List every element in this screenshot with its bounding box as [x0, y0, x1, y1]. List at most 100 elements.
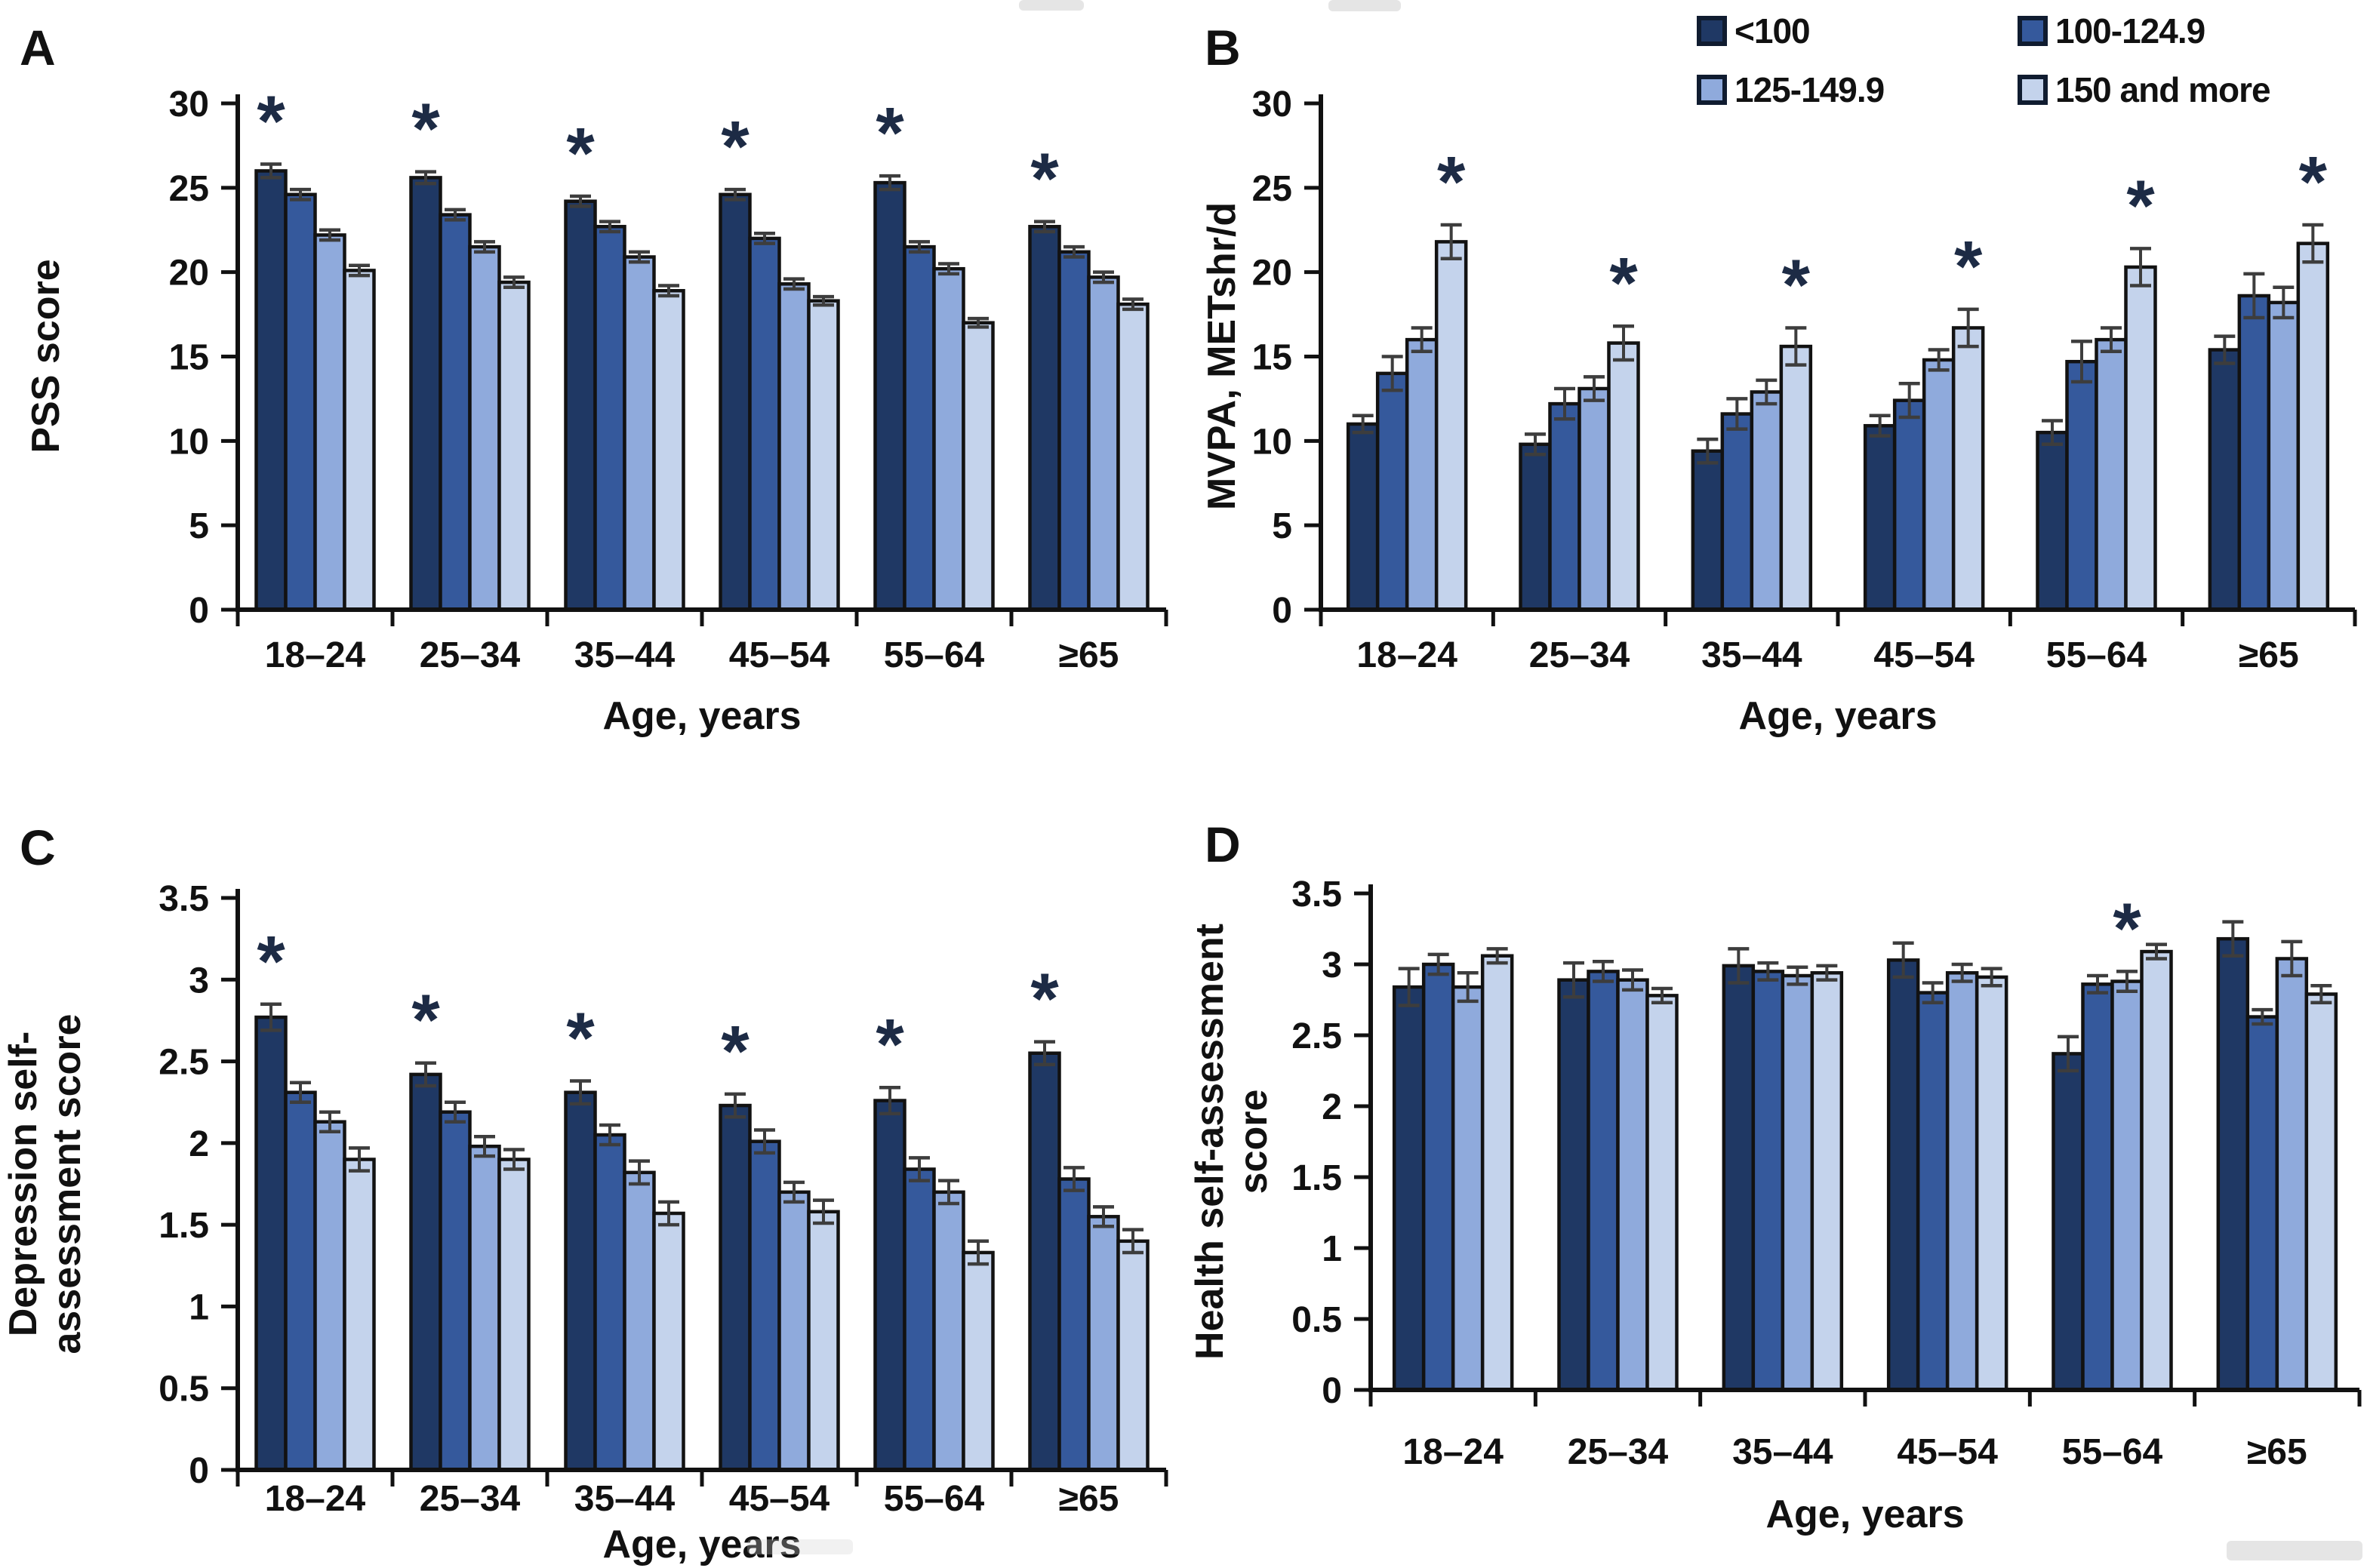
bar — [1577, 386, 1611, 612]
bar — [497, 280, 531, 612]
panel-a-chart: 0 5 10 15 20 25 30 18–24 25–34 35–44 45–54 55–64 ≥65… — [20, 20, 1168, 738]
x-category-label: 55–64 — [2046, 635, 2147, 675]
x-category-label: 18–24 — [1402, 1432, 1504, 1472]
bar — [439, 1110, 472, 1472]
y-axis-title: score — [1232, 1090, 1276, 1194]
y-axis-title: PSS score — [24, 259, 68, 453]
bar — [1434, 240, 1468, 612]
bar — [1116, 302, 1150, 612]
significance-asterisk: * — [721, 1011, 749, 1092]
bar — [1028, 1051, 1061, 1472]
bar — [1810, 971, 1844, 1392]
bar — [719, 1103, 752, 1472]
significance-asterisk: * — [1030, 959, 1059, 1040]
x-axis-title: Age, years — [1738, 694, 1937, 738]
significance-asterisk: * — [1437, 142, 1466, 223]
y-axis-title: assessment score — [45, 1014, 89, 1354]
bar — [1548, 401, 1581, 612]
legend-item: 100-124.9 — [2018, 11, 2361, 51]
x-category-label: 55–64 — [2062, 1432, 2163, 1472]
bar — [409, 1072, 442, 1472]
y-tick-label: 10 — [1252, 422, 1292, 462]
significance-asterisk: * — [1782, 244, 1811, 325]
bar — [1375, 371, 1409, 612]
bar — [1116, 1239, 1150, 1472]
bar — [1922, 358, 1956, 612]
bar — [2110, 979, 2144, 1392]
x-category-label: 35–44 — [574, 635, 676, 675]
bar — [719, 192, 752, 612]
y-tick-label: 30 — [169, 85, 209, 125]
y-tick-label: 20 — [169, 254, 209, 294]
significance-asterisk: * — [2299, 142, 2328, 223]
y-tick-label: 0 — [1272, 591, 1292, 631]
y-tick-label: 0 — [1322, 1371, 1342, 1411]
bar — [1722, 964, 1756, 1392]
y-tick-label: 5 — [189, 506, 209, 546]
x-category-label: 18–24 — [265, 1479, 366, 1519]
bar — [2275, 957, 2309, 1392]
bar — [593, 225, 626, 612]
legend-label: 100-124.9 — [2055, 11, 2205, 51]
bar — [2140, 949, 2173, 1392]
x-axis-title: Age, years — [602, 694, 801, 738]
significance-asterisk: * — [566, 113, 595, 194]
bar — [652, 1211, 685, 1472]
bar — [2065, 359, 2098, 612]
bar — [903, 1167, 936, 1472]
x-category-label: 18–24 — [1356, 635, 1457, 675]
x-category-label: 25–34 — [1568, 1432, 1669, 1472]
bar — [593, 1133, 626, 1472]
bar — [1916, 991, 1950, 1392]
significance-asterisk: * — [1954, 226, 1983, 307]
legend-swatch-125-149 — [1697, 75, 1727, 105]
bar — [1886, 958, 1920, 1392]
y-tick-label: 1.5 — [159, 1206, 209, 1246]
legend-label: 150 and more — [2055, 70, 2271, 109]
panel-b-chart: 0 5 10 15 20 25 30 18–24 25–34 35–44 45–54 55–64 ≥65… — [1200, 20, 2357, 738]
panel-c: 0 0.5 1 1.5 2 2.5 3 3.5 18–24 25–34 35–44 45–54 55–6… — [0, 785, 1174, 1568]
x-category-label: 18–24 — [265, 635, 366, 675]
bar — [1028, 225, 1061, 612]
bar — [1519, 442, 1552, 612]
bar — [313, 1120, 346, 1472]
y-tick-label: 2 — [189, 1124, 209, 1164]
bar — [1720, 412, 1754, 612]
x-category-label: 25–34 — [1529, 635, 1630, 675]
bar — [468, 244, 501, 612]
bar — [873, 180, 906, 612]
y-tick-label: 2.5 — [1291, 1016, 1342, 1056]
y-axis-title: MVPA, METshr/d — [1200, 202, 1244, 510]
significance-asterisk: * — [257, 921, 285, 1002]
y-tick-label: 3.5 — [1291, 875, 1342, 915]
bar — [2052, 1052, 2085, 1392]
bar — [748, 1139, 781, 1472]
bar — [2081, 982, 2114, 1392]
bar — [2208, 348, 2242, 612]
y-tick-label: 1.5 — [1291, 1158, 1342, 1198]
x-category-label: ≥65 — [1059, 1479, 1119, 1519]
y-tick-label: 2.5 — [159, 1043, 209, 1083]
bar — [1863, 423, 1897, 612]
y-axis-title: Health self-assessment — [1188, 924, 1232, 1360]
bar — [1607, 341, 1640, 612]
bar — [1645, 994, 1679, 1392]
bar — [284, 1090, 317, 1472]
y-tick-label: 25 — [1252, 169, 1292, 209]
y-tick-label: 2 — [1322, 1087, 1342, 1127]
x-category-label: 25–34 — [420, 635, 521, 675]
y-tick-label: 1 — [1322, 1229, 1342, 1269]
x-category-label: 35–44 — [1732, 1432, 1833, 1472]
bar — [343, 1158, 376, 1472]
bar — [1057, 1177, 1091, 1472]
bar — [2304, 992, 2338, 1392]
y-tick-label: 0 — [189, 591, 209, 631]
y-tick-label: 25 — [169, 169, 209, 209]
y-tick-label: 30 — [1252, 85, 1292, 125]
x-category-label: 45–54 — [729, 1479, 830, 1519]
panel-d-chart: 0 0.5 1 1.5 2 2.5 3 3.5 18–24 25–34 35–44 45–54 55–6… — [1188, 816, 2362, 1536]
bar — [1451, 985, 1485, 1392]
scan-artifact — [747, 1539, 853, 1554]
panel-c-chart: 0 0.5 1 1.5 2 2.5 3 3.5 18–24 25–34 35–44 45–54 55–6… — [2, 819, 1168, 1566]
